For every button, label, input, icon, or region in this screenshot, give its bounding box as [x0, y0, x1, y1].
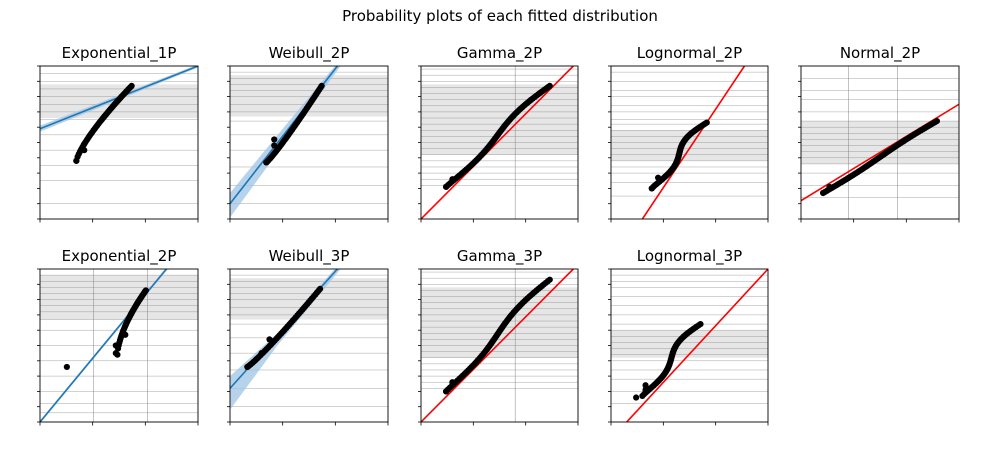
- data-point: [697, 320, 704, 328]
- panel-gamma_2p: Gamma_2P: [418, 44, 579, 223]
- data-point: [642, 382, 649, 389]
- plot-area: [611, 269, 768, 422]
- plot-area: [611, 66, 768, 219]
- panel-title: Lognormal_3P: [637, 247, 742, 266]
- panel-title: Gamma_2P: [457, 44, 542, 63]
- grid-band: [40, 275, 198, 320]
- grid-band: [421, 287, 578, 358]
- data-point: [546, 276, 553, 283]
- fit-line: [421, 269, 574, 422]
- panel-weibull_3p: Weibull_3P: [227, 247, 389, 426]
- data-point: [142, 287, 149, 294]
- data-point: [63, 363, 70, 371]
- panel-weibull_2p: Weibull_2P: [227, 44, 389, 223]
- grid-band: [421, 84, 578, 155]
- data-point: [114, 351, 121, 358]
- plot-area: [230, 269, 388, 410]
- data-point: [271, 136, 278, 143]
- panel-title: Exponential_2P: [62, 247, 177, 266]
- plot-area: [801, 66, 959, 219]
- panel-lognormal_2p: Lognormal_2P: [608, 44, 769, 223]
- fit-line: [641, 66, 746, 219]
- plot-area: [40, 66, 198, 204]
- plot-area: [421, 269, 578, 422]
- data-point: [703, 119, 710, 126]
- panel-exponential_1p: Exponential_1P: [37, 44, 199, 223]
- plot-area: [421, 66, 578, 219]
- panel-normal_2p: Normal_2P: [798, 44, 960, 223]
- panel-title: Gamma_3P: [457, 247, 542, 266]
- panel-title: Weibull_2P: [269, 44, 350, 63]
- panel-title: Exponential_1P: [62, 44, 177, 63]
- data-point: [318, 82, 325, 89]
- fit-line: [626, 269, 768, 422]
- data-point: [128, 82, 135, 89]
- panels: Exponential_1P Weibull_2P Gamma_2P Lognorma…: [37, 44, 960, 426]
- figure-title: Probability plots of each fitted distrib…: [342, 7, 658, 25]
- panel-exponential_2p: Exponential_2P: [37, 247, 199, 426]
- panel-title: Lognormal_2P: [637, 44, 742, 63]
- fit-line: [421, 66, 574, 219]
- panel-title: Weibull_3P: [269, 247, 350, 266]
- plot-area: [40, 269, 198, 422]
- data-point: [633, 394, 640, 401]
- plot-area: [230, 66, 388, 218]
- data-point: [546, 82, 553, 89]
- data-point: [933, 117, 940, 125]
- panel-title: Normal_2P: [840, 44, 920, 63]
- panel-lognormal_3p: Lognormal_3P: [608, 247, 769, 426]
- data-point: [316, 285, 324, 292]
- panel-gamma_3p: Gamma_3P: [418, 247, 579, 426]
